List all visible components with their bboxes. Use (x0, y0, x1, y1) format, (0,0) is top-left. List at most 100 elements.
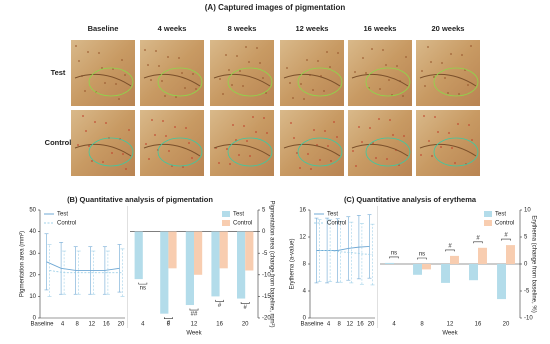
y2-tick-label: -15 (262, 294, 271, 300)
spot (84, 90, 86, 92)
spot (461, 54, 463, 56)
roi-outline (297, 67, 343, 97)
y-axis-label: Erythema (a-value) (290, 238, 296, 289)
spot (468, 124, 470, 126)
skin-photo (348, 110, 412, 176)
spot (396, 65, 398, 67)
spot (441, 62, 443, 64)
series-line (316, 246, 370, 251)
spot (245, 46, 247, 48)
spot (330, 160, 332, 162)
spot (249, 155, 251, 157)
significance-bracket (164, 317, 173, 319)
spot (336, 136, 338, 138)
significance-bracket (501, 238, 511, 241)
significance-label: # (167, 320, 171, 326)
significance-label: # (504, 233, 508, 239)
spot (167, 56, 169, 58)
legend-swatch (222, 220, 230, 226)
spot (423, 115, 425, 117)
fold (74, 73, 132, 87)
row-label: Control (45, 138, 72, 147)
spot (75, 45, 77, 47)
spot (192, 73, 194, 75)
y-axis-label: Pigmentation area (mm²) (20, 231, 26, 297)
fold (143, 143, 201, 157)
spot (354, 71, 356, 73)
y-tick-label: 30 (29, 251, 36, 257)
bar (237, 231, 246, 299)
spot (421, 70, 423, 72)
skin-photo (71, 40, 135, 106)
y-tick-label: 0 (303, 316, 307, 322)
x-tick-label: 8 (167, 322, 171, 328)
spot (158, 65, 160, 67)
x-tick-label: 12 (88, 322, 95, 328)
column-header: 16 weeks (364, 24, 397, 33)
spot (313, 129, 315, 131)
spot (118, 98, 120, 100)
skin-photo (416, 40, 480, 106)
spot (263, 117, 265, 119)
x-tick-label: 20 (242, 322, 249, 328)
spot (104, 82, 106, 84)
spot (326, 51, 328, 53)
spot (430, 61, 432, 63)
x-tick-label: 12 (191, 322, 198, 328)
spot (94, 121, 96, 123)
fold (143, 73, 201, 87)
fold (213, 143, 271, 157)
y-tick-label: 4 (303, 289, 307, 295)
column-header: 4 weeks (158, 24, 187, 33)
spot (319, 159, 321, 161)
x-tick-label: Baseline (30, 322, 54, 328)
y2-tick-label: -5 (524, 289, 530, 295)
spot (289, 82, 291, 84)
y2-tick-label: 0 (524, 262, 528, 268)
spot (252, 116, 254, 118)
y2-tick-label: -10 (524, 316, 533, 322)
spot (168, 150, 170, 152)
significance-bracket (445, 249, 455, 252)
fold (283, 73, 341, 87)
spot (428, 140, 430, 142)
spot (242, 85, 244, 87)
bar (469, 264, 478, 281)
spot (238, 154, 240, 156)
spot (182, 166, 184, 168)
significance-label: ns (140, 286, 146, 292)
legend-label: Test (327, 212, 338, 218)
spot (101, 67, 103, 69)
spot (88, 145, 90, 147)
row-label: Test (51, 68, 66, 77)
spot (324, 130, 326, 132)
spot (433, 76, 435, 78)
y2-tick-label: -10 (262, 272, 271, 278)
skin-photo (71, 110, 135, 176)
roi-outline (365, 137, 411, 167)
significance-bracket (417, 257, 427, 260)
bar (441, 264, 450, 283)
bar (506, 245, 515, 264)
spot (292, 97, 294, 99)
spot (431, 155, 433, 157)
legend-label: Test (495, 212, 506, 218)
y-tick-label: 16 (299, 208, 306, 214)
roi-outline (227, 67, 273, 97)
legend-label: Control (495, 221, 514, 227)
x-tick-label: 4 (327, 322, 331, 328)
spot (255, 131, 257, 133)
chart-title: (B) Quantitative analysis of pigmentatio… (67, 195, 213, 204)
column-header: 12 weeks (296, 24, 329, 33)
significance-label: # (476, 235, 480, 241)
spot (371, 48, 373, 50)
y-tick-label: 20 (29, 272, 36, 278)
spot (185, 127, 187, 129)
significance-label: # (218, 303, 222, 309)
roi-outline (297, 137, 343, 167)
spot (259, 62, 261, 64)
bar (185, 231, 194, 306)
roi-outline (88, 67, 134, 97)
significance-bracket (215, 299, 224, 302)
